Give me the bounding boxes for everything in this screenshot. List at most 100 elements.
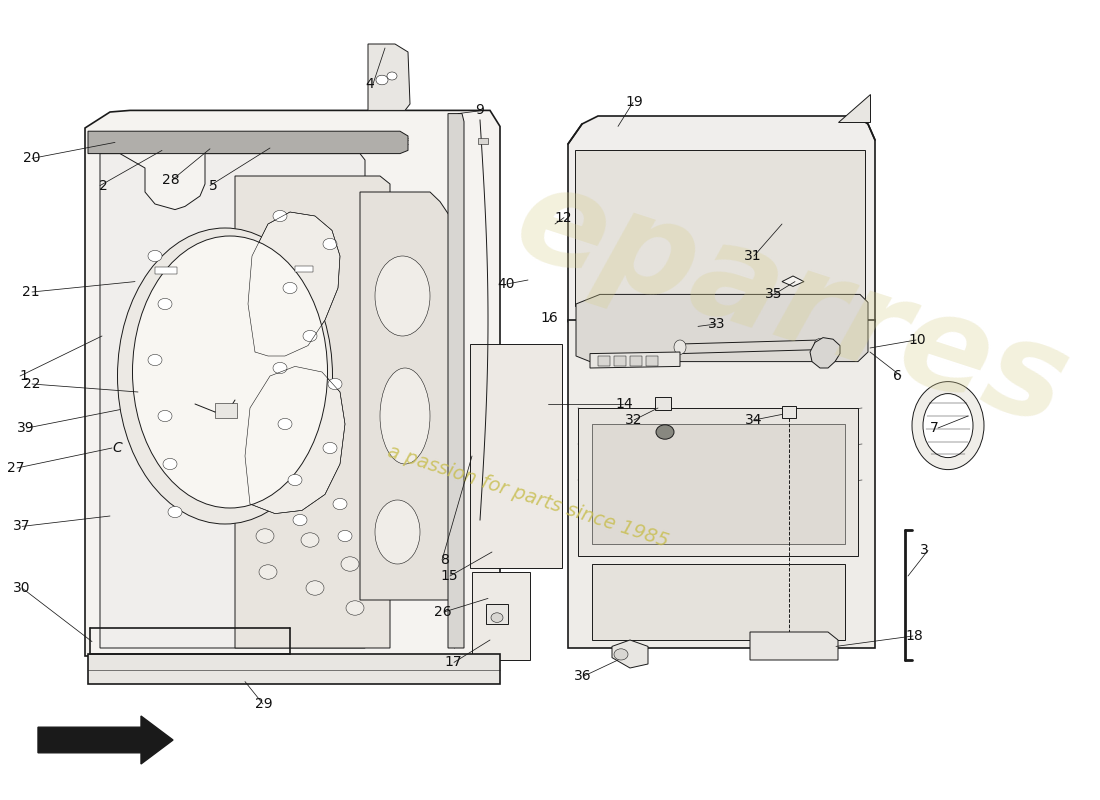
Polygon shape: [360, 192, 460, 600]
Ellipse shape: [118, 228, 332, 524]
Polygon shape: [612, 640, 648, 668]
Polygon shape: [472, 572, 530, 660]
Circle shape: [323, 238, 337, 250]
Text: a passion for parts since 1985: a passion for parts since 1985: [385, 442, 671, 550]
Circle shape: [333, 498, 346, 510]
Text: 17: 17: [444, 655, 462, 670]
Circle shape: [148, 354, 162, 366]
Text: 28: 28: [163, 173, 180, 187]
Ellipse shape: [132, 236, 328, 508]
Text: 14: 14: [615, 397, 632, 411]
Circle shape: [148, 250, 162, 262]
Text: 21: 21: [22, 285, 40, 299]
Bar: [598, 356, 611, 366]
Circle shape: [158, 410, 172, 422]
Ellipse shape: [379, 368, 430, 464]
Polygon shape: [88, 131, 408, 154]
Text: 32: 32: [625, 413, 642, 427]
Polygon shape: [782, 276, 804, 286]
Text: 35: 35: [764, 287, 782, 302]
Polygon shape: [248, 212, 340, 356]
Bar: [478, 138, 488, 144]
Circle shape: [346, 601, 364, 615]
Ellipse shape: [375, 500, 420, 564]
Circle shape: [306, 581, 324, 595]
Circle shape: [614, 649, 628, 660]
Bar: [630, 356, 642, 366]
Text: 37: 37: [12, 519, 30, 534]
Polygon shape: [810, 338, 840, 368]
Polygon shape: [568, 116, 874, 322]
Bar: [646, 356, 658, 366]
Circle shape: [376, 75, 388, 85]
Text: 8: 8: [441, 553, 450, 567]
Text: 30: 30: [12, 581, 30, 595]
Polygon shape: [100, 154, 365, 648]
Polygon shape: [592, 424, 845, 544]
Text: 15: 15: [440, 569, 458, 583]
Text: 39: 39: [18, 421, 35, 435]
Circle shape: [656, 425, 674, 439]
Polygon shape: [235, 176, 390, 648]
Text: 36: 36: [574, 669, 592, 683]
Circle shape: [283, 282, 297, 294]
Text: 7: 7: [930, 421, 938, 435]
Polygon shape: [368, 44, 410, 110]
Polygon shape: [88, 654, 500, 684]
Circle shape: [163, 458, 177, 470]
Circle shape: [341, 557, 359, 571]
Polygon shape: [750, 632, 838, 660]
Text: 16: 16: [540, 311, 558, 326]
Text: 2: 2: [99, 178, 108, 193]
Text: 12: 12: [554, 210, 572, 225]
Text: 20: 20: [22, 151, 40, 166]
Circle shape: [301, 533, 319, 547]
Bar: [295, 266, 313, 272]
Circle shape: [256, 529, 274, 543]
Bar: [214, 403, 236, 418]
Text: 5: 5: [209, 178, 218, 193]
Bar: [155, 267, 177, 274]
Polygon shape: [245, 366, 345, 514]
Polygon shape: [448, 114, 464, 648]
Circle shape: [158, 298, 172, 310]
Polygon shape: [838, 94, 870, 122]
Text: eparres: eparres: [500, 155, 1084, 453]
Ellipse shape: [375, 256, 430, 336]
Polygon shape: [85, 110, 500, 656]
Polygon shape: [590, 352, 680, 368]
Text: 9: 9: [475, 103, 484, 118]
Ellipse shape: [814, 338, 826, 353]
Text: 10: 10: [908, 333, 925, 347]
Circle shape: [293, 514, 307, 526]
FancyArrow shape: [39, 716, 173, 764]
Circle shape: [278, 418, 292, 430]
Text: 27: 27: [8, 461, 25, 475]
Circle shape: [288, 474, 302, 486]
Polygon shape: [568, 320, 874, 648]
Circle shape: [258, 565, 277, 579]
Polygon shape: [575, 150, 865, 306]
Text: 18: 18: [905, 629, 923, 643]
Circle shape: [323, 442, 337, 454]
Circle shape: [273, 362, 287, 374]
Text: 6: 6: [893, 369, 902, 383]
Ellipse shape: [912, 382, 984, 470]
Text: 3: 3: [920, 543, 928, 558]
Circle shape: [387, 72, 397, 80]
Polygon shape: [592, 564, 845, 640]
Text: 4: 4: [365, 77, 374, 91]
Bar: [614, 356, 626, 366]
Circle shape: [328, 378, 342, 390]
Circle shape: [491, 613, 503, 622]
Text: 26: 26: [434, 605, 452, 619]
Text: 34: 34: [745, 413, 762, 427]
Bar: [486, 604, 508, 624]
Text: 19: 19: [625, 95, 642, 110]
Text: 40: 40: [497, 277, 515, 291]
Text: 33: 33: [708, 317, 726, 331]
Ellipse shape: [674, 340, 686, 354]
Text: C: C: [112, 441, 122, 455]
Circle shape: [302, 330, 317, 342]
Circle shape: [168, 506, 182, 518]
